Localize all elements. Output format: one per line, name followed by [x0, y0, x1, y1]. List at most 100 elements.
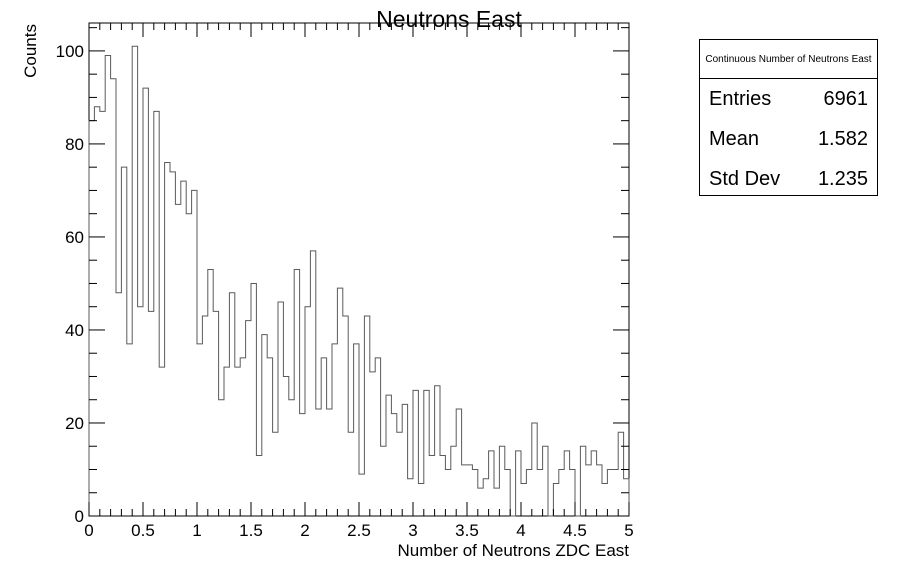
histogram-bin: [424, 390, 429, 516]
histogram-bin: [543, 446, 548, 516]
histogram-bin: [224, 367, 229, 516]
histogram-bin: [624, 479, 629, 516]
histogram-bin: [591, 451, 596, 516]
histogram-bin: [489, 451, 494, 516]
chart-title: Neutrons East: [376, 6, 522, 32]
histogram-bin: [467, 465, 472, 516]
histogram-bin: [462, 465, 467, 516]
histogram-bin: [381, 446, 386, 516]
histogram-bin: [391, 414, 396, 516]
histogram-bin: [273, 432, 278, 516]
histogram-bin: [219, 400, 224, 516]
x-tick-label: 5: [624, 521, 633, 540]
x-tick-label: 4.5: [563, 521, 587, 540]
histogram-bin: [89, 121, 94, 516]
stats-row-std-dev: Std Dev 1.235: [700, 159, 877, 199]
histogram-bin: [100, 111, 105, 516]
histogram-bin: [143, 88, 148, 516]
histogram-bin: [472, 469, 477, 516]
y-tick-label: 40: [65, 321, 84, 340]
histogram-bin: [321, 358, 326, 516]
histogram-bin: [586, 465, 591, 516]
histogram-bin: [370, 372, 375, 516]
histogram-bin: [105, 56, 110, 516]
histogram-bin: [170, 172, 175, 516]
histogram-bin: [94, 107, 99, 516]
histogram-bin: [213, 311, 218, 516]
x-tick-label: 4: [516, 521, 525, 540]
stats-label: Std Dev: [709, 167, 781, 190]
histogram-bin: [148, 311, 153, 516]
histogram-bin: [327, 409, 332, 516]
histogram-bin: [516, 451, 521, 516]
histogram-bin: [267, 358, 272, 516]
histogram-bin: [202, 316, 207, 516]
histogram-bin: [262, 335, 267, 516]
histogram-bin: [402, 404, 407, 516]
histogram-bin: [251, 283, 256, 516]
histogram-bin: [348, 432, 353, 516]
x-tick-label: 1.5: [239, 521, 263, 540]
histogram-bin: [408, 479, 413, 516]
histogram-bin: [186, 214, 191, 516]
histogram-bin: [532, 423, 537, 516]
histogram-bin: [310, 251, 315, 516]
histogram-bin: [418, 483, 423, 516]
histogram-bin: [413, 390, 418, 516]
histogram-bin: [337, 288, 342, 516]
histogram-bin: [553, 483, 558, 516]
histogram-bin: [505, 469, 510, 516]
histogram-bin: [240, 358, 245, 516]
histogram-bin: [332, 344, 337, 516]
histogram-bin: [364, 316, 369, 516]
histogram-bin: [175, 204, 180, 516]
histogram-bin: [197, 344, 202, 516]
histogram-bin: [208, 270, 213, 517]
histogram-bin: [289, 400, 294, 516]
histogram-bin: [278, 302, 283, 516]
histogram-bin: [316, 409, 321, 516]
histogram-bin: [386, 395, 391, 516]
stats-box: Continuous Number of Neutrons East Entri…: [699, 39, 878, 196]
x-tick-label: 3.5: [455, 521, 479, 540]
histogram-bin: [375, 358, 380, 516]
histogram-bin: [300, 414, 305, 516]
histogram-bin: [607, 469, 612, 516]
histogram-bin: [435, 386, 440, 516]
histogram-bin: [397, 432, 402, 516]
histogram-bin: [526, 469, 531, 516]
x-tick-label: 1: [192, 521, 201, 540]
stats-label: Mean: [709, 127, 760, 150]
y-tick-label: 20: [65, 414, 84, 433]
histogram-bin: [165, 163, 170, 516]
histogram-bin: [521, 483, 526, 516]
axis-ticks: 0 0.5 1 1.5 2 2.5 3 3.5 4 4.5 5 0 20 40 60 80 100: [56, 23, 634, 540]
x-tick-label: 0: [84, 521, 93, 540]
x-tick-label: 2: [300, 521, 309, 540]
histogram-bin: [354, 344, 359, 516]
histogram-bin: [159, 367, 164, 516]
x-tick-label: 3: [408, 521, 417, 540]
stats-value: 1.582: [817, 127, 868, 150]
histogram-bin: [451, 446, 456, 516]
x-tick-label: 0.5: [131, 521, 155, 540]
histogram-bin: [132, 46, 137, 516]
stats-value: 6961: [823, 87, 869, 110]
y-tick-label: 100: [56, 42, 84, 61]
histogram-bin: [246, 321, 251, 516]
y-tick-label: 60: [65, 228, 84, 247]
stats-label: Entries: [709, 87, 772, 110]
histogram-bin: [445, 469, 450, 516]
histogram-bin: [256, 456, 261, 516]
histogram-bin: [478, 488, 483, 516]
histogram-bin: [456, 409, 461, 516]
histogram-bin: [229, 293, 234, 516]
x-tick-label: 2.5: [347, 521, 371, 540]
histogram-bin: [440, 456, 445, 516]
histogram-bin: [305, 307, 310, 516]
histogram-bin: [154, 111, 159, 516]
histogram-bin: [192, 190, 197, 516]
stats-row-entries: Entries 6961: [700, 79, 877, 119]
histogram-bin: [121, 167, 126, 516]
